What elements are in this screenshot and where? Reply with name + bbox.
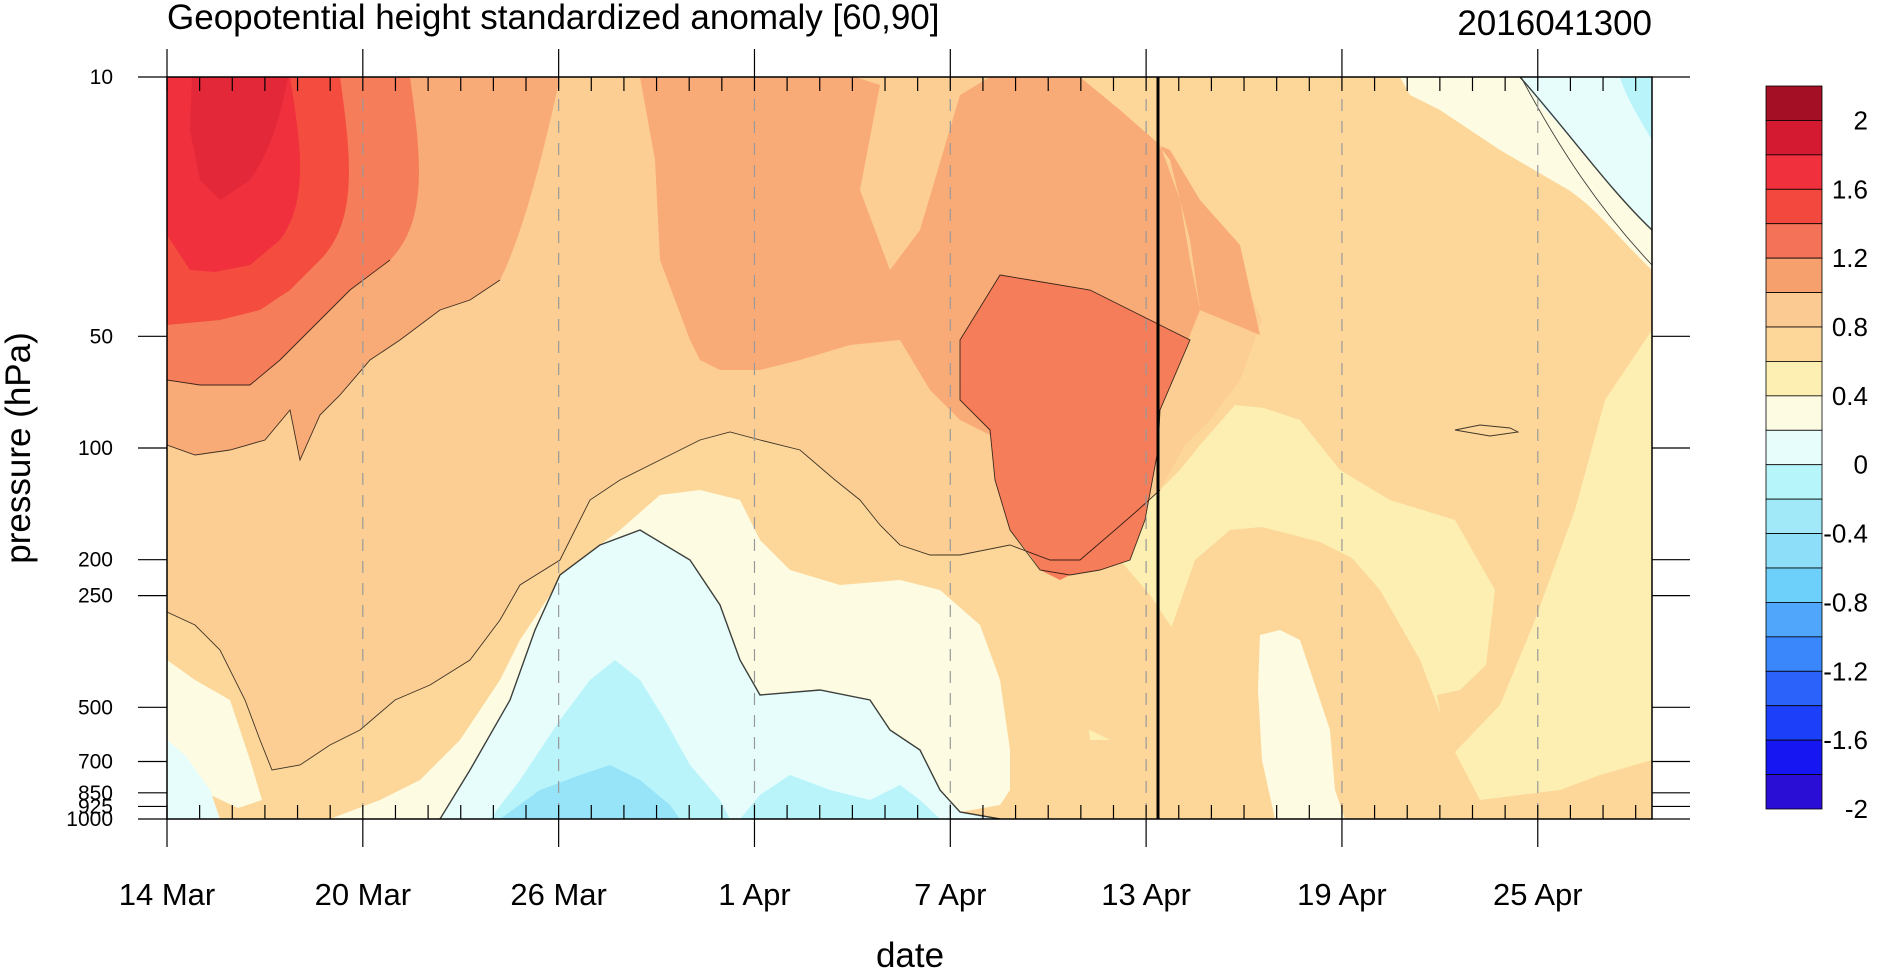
colorbar-swatch — [1765, 670, 1823, 707]
x-tick-label: 26 Mar — [510, 877, 606, 912]
x-axis-label: date — [876, 936, 944, 969]
y-tick-label: 10 — [90, 66, 113, 89]
colorbar-label: 0 — [1854, 450, 1868, 480]
colorbar-swatch — [1765, 257, 1823, 293]
colorbar-swatch — [1765, 602, 1823, 638]
y-tick-label: 850 — [78, 782, 113, 805]
colorbar-swatch — [1765, 154, 1823, 190]
colorbar-label: 1.6 — [1832, 174, 1868, 204]
colorbar-swatch — [1765, 429, 1823, 466]
colorbar-label: -2 — [1845, 794, 1868, 824]
colorbar-labels: 2 1.6 1.2 0.8 0.4 0 -0.4 -0.8 -1.2 -1.6 -2 — [1823, 105, 1868, 824]
y-axis-label: pressure (hPa) — [0, 332, 38, 563]
colorbar-swatch — [1765, 292, 1823, 328]
y-tick-label: 200 — [78, 549, 113, 572]
y-tick-label: 1000 — [66, 808, 113, 831]
date-stamp: 2016041300 — [1457, 4, 1652, 43]
x-tick-label: 25 Apr — [1493, 877, 1583, 912]
contour-fills — [167, 77, 1652, 819]
colorbar-swatch — [1765, 498, 1823, 534]
x-tick-label: 14 Mar — [119, 877, 215, 912]
x-tick-label: 19 Apr — [1297, 877, 1387, 912]
colorbar-label: 1.2 — [1832, 243, 1868, 273]
chart-title: Geopotential height standardized anomaly… — [167, 0, 939, 37]
colorbar-swatch — [1765, 464, 1823, 500]
contour-band-1.8-2.0 — [190, 77, 288, 200]
colorbar-swatch — [1765, 188, 1823, 225]
colorbar-swatch — [1765, 774, 1823, 810]
colorbar-label: 0.4 — [1832, 381, 1868, 411]
y-tick-label: 50 — [90, 325, 113, 348]
colorbar-swatch — [1765, 120, 1823, 156]
colorbar-swatch — [1765, 85, 1823, 121]
y-tick-label: 250 — [78, 585, 113, 608]
colorbar-label: -1.6 — [1823, 725, 1868, 755]
colorbar-swatch — [1765, 533, 1823, 569]
y-tick-label: 700 — [78, 751, 113, 774]
colorbar-label: -0.8 — [1823, 587, 1868, 617]
x-tick-label: 13 Apr — [1101, 877, 1191, 912]
colorbar-swatch — [1765, 223, 1823, 259]
x-tick-label: 20 Mar — [315, 877, 411, 912]
y-axis-ticks — [138, 76, 1690, 820]
colorbar-label: -1.2 — [1823, 656, 1868, 686]
colorbar-swatch — [1765, 567, 1823, 603]
colorbar-swatch — [1765, 395, 1823, 431]
x-axis-ticks — [166, 49, 1637, 847]
vertical-gridlines — [362, 77, 1539, 819]
colorbar — [1765, 85, 1823, 810]
colorbar-swatch — [1765, 636, 1823, 672]
colorbar-label: 0.8 — [1832, 312, 1868, 342]
colorbar-label: 2 — [1854, 105, 1868, 135]
y-tick-label: 925 — [78, 795, 113, 818]
colorbar-swatch — [1765, 326, 1823, 362]
contour-lines — [167, 77, 1652, 819]
y-tick-label: 500 — [78, 696, 113, 719]
y-tick-label: 100 — [78, 437, 113, 460]
x-tick-label: 7 Apr — [914, 877, 986, 912]
colorbar-swatch — [1765, 361, 1823, 397]
contour-band-0-0.2 — [167, 77, 1652, 819]
x-tick-label: 1 Apr — [718, 877, 790, 912]
contour-band-neg0.2-0 — [490, 77, 1652, 819]
colorbar-swatch — [1765, 705, 1823, 741]
x-axis-tick-labels: 14 Mar 20 Mar 26 Mar 1 Apr 7 Apr 13 Apr 19 Apr… — [119, 877, 1583, 912]
contour-band-neg0.4-neg0.2 — [500, 765, 680, 819]
colorbar-swatch — [1765, 739, 1823, 775]
colorbar-label: -0.4 — [1823, 519, 1868, 549]
